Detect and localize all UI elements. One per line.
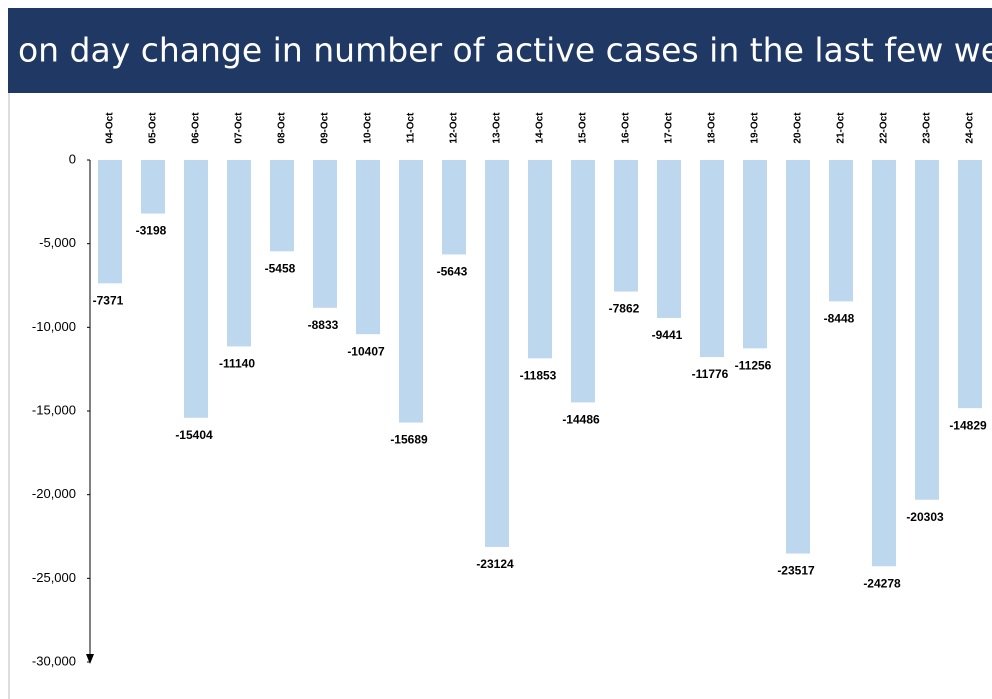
x-tick-label: 04-Oct — [105, 112, 116, 144]
value-label: -11776 — [692, 367, 729, 381]
value-label: -3198 — [136, 224, 167, 238]
bar — [958, 160, 982, 409]
bar — [829, 160, 853, 302]
axis-arrow — [86, 654, 94, 664]
x-tick-label: 17-Oct — [664, 112, 675, 144]
x-tick-label: 14-Oct — [535, 112, 546, 144]
value-label: -7371 — [93, 294, 124, 308]
value-label: -14486 — [562, 413, 600, 427]
y-tick-label: 0 — [69, 151, 76, 166]
value-label: -5458 — [265, 262, 296, 276]
x-tick-label: 08-Oct — [277, 112, 288, 144]
x-tick-label: 16-Oct — [621, 112, 632, 144]
x-tick-label: 13-Oct — [492, 112, 503, 144]
x-tick-label: 23-Oct — [922, 112, 933, 144]
value-label: -11853 — [520, 369, 557, 383]
bar — [528, 160, 552, 359]
x-tick-label: 07-Oct — [234, 112, 245, 144]
x-tick-label: 18-Oct — [707, 112, 718, 144]
value-label: -9441 — [652, 328, 683, 342]
bar — [700, 160, 724, 358]
x-tick-label: 19-Oct — [750, 112, 761, 144]
y-tick-label: -20,000 — [32, 486, 76, 501]
bar — [872, 160, 896, 567]
value-label: -5643 — [437, 265, 468, 279]
x-tick-label: 21-Oct — [836, 112, 847, 144]
title-banner — [8, 8, 992, 93]
y-tick-label: -5,000 — [39, 235, 76, 250]
y-tick-label: -25,000 — [32, 570, 76, 585]
bar — [915, 160, 939, 500]
value-label: -14829 — [949, 418, 987, 432]
value-label: -8833 — [308, 318, 339, 332]
bar — [98, 160, 122, 284]
value-label: -23124 — [476, 557, 514, 571]
x-tick-label: 11-Oct — [406, 112, 417, 143]
x-tick-label: 10-Oct — [363, 112, 374, 144]
bar — [270, 160, 294, 252]
bar — [141, 160, 165, 214]
bar — [485, 160, 509, 547]
y-tick-label: -15,000 — [32, 402, 76, 417]
value-label: -11256 — [735, 359, 772, 373]
x-tick-label: 22-Oct — [879, 112, 890, 144]
value-label: -24278 — [863, 576, 901, 590]
y-tick-label: -30,000 — [32, 653, 76, 668]
bar — [399, 160, 423, 423]
bar — [743, 160, 767, 349]
x-tick-label: 15-Oct — [578, 112, 589, 144]
value-label: -8448 — [824, 312, 855, 326]
bar — [571, 160, 595, 403]
bar — [313, 160, 337, 308]
value-label: -10407 — [347, 344, 385, 358]
value-label: -7862 — [609, 302, 640, 316]
value-label: -15404 — [175, 428, 213, 442]
bar — [442, 160, 466, 255]
bar — [657, 160, 681, 318]
value-label: -15689 — [390, 433, 428, 447]
value-label: -20303 — [906, 510, 944, 524]
x-tick-label: 09-Oct — [320, 112, 331, 144]
y-tick-label: -10,000 — [32, 319, 76, 334]
x-tick-label: 20-Oct — [793, 112, 804, 144]
x-tick-label: 05-Oct — [148, 112, 159, 144]
x-tick-label: 12-Oct — [449, 112, 460, 144]
value-label: -11140 — [219, 357, 255, 371]
value-label: -23517 — [777, 564, 815, 578]
bar — [786, 160, 810, 554]
bar — [227, 160, 251, 347]
x-tick-label: 24-Oct — [965, 112, 976, 144]
bar — [356, 160, 380, 335]
x-tick-label: 06-Oct — [191, 112, 202, 144]
bar — [184, 160, 208, 418]
chart-title: Day on day change in number of active ca… — [0, 31, 992, 70]
bar — [614, 160, 638, 292]
